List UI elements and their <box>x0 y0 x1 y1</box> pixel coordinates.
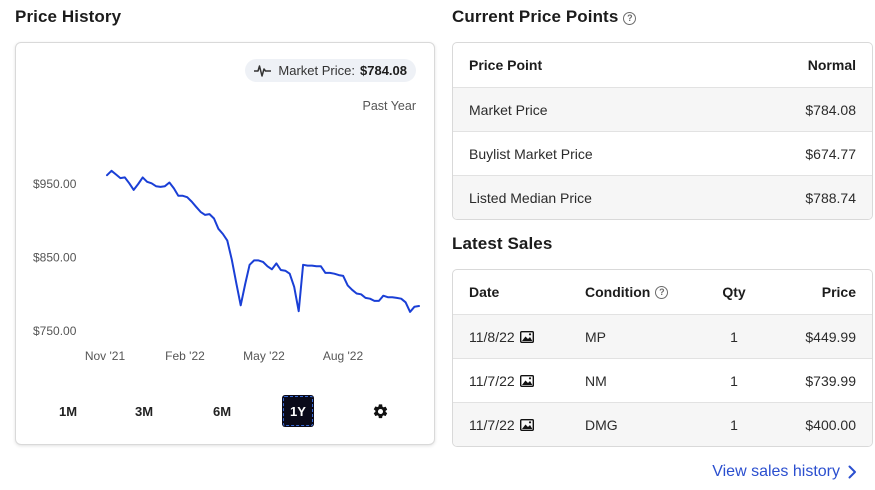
sale-price: $449.99 <box>805 328 856 345</box>
market-price-label: Market Price: <box>278 63 355 78</box>
header-normal: Normal <box>807 57 856 73</box>
price-point-value: $788.74 <box>805 189 856 206</box>
range-1y-button[interactable]: 1Y <box>282 395 314 427</box>
x-tick-label: Feb '22 <box>165 349 205 363</box>
sale-date-cell: 11/8/22 <box>469 329 585 345</box>
x-tick-label: May '22 <box>243 349 285 363</box>
help-icon[interactable]: ? <box>655 285 669 299</box>
price-point-value: $674.77 <box>805 145 856 162</box>
header-price-point: Price Point <box>469 57 543 73</box>
x-tick-label: Aug '22 <box>323 349 364 363</box>
market-price-value: $784.08 <box>360 63 407 78</box>
price-points-table: Price Point Normal Market Price $784.08 … <box>452 42 873 220</box>
table-header-row: Date Condition? Qty Price <box>453 270 872 314</box>
table-row: Buylist Market Price $674.77 <box>453 131 872 175</box>
table-row: 11/8/22 MP 1 $449.99 <box>453 314 872 358</box>
chart-settings-button[interactable] <box>364 395 396 427</box>
range-1m-button[interactable]: 1M <box>58 403 78 419</box>
sale-date: 11/7/22 <box>469 372 515 389</box>
header-date: Date <box>469 284 500 300</box>
y-tick-label: $750.00 <box>33 324 77 338</box>
view-sales-history-link[interactable]: View sales history <box>712 463 857 481</box>
latest-sales-table: Date Condition? Qty Price 11/8/22 MP 1 $… <box>452 269 873 447</box>
sale-condition: MP <box>585 328 606 345</box>
table-header-row: Price Point Normal <box>453 43 872 87</box>
price-point-value: $784.08 <box>805 101 856 118</box>
pulse-icon <box>254 64 272 77</box>
price-history-title: Price History <box>15 7 122 26</box>
range-6m-button[interactable]: 6M <box>212 403 232 419</box>
sale-condition: NM <box>585 372 607 389</box>
table-row: Market Price $784.08 <box>453 87 872 131</box>
y-tick-label: $850.00 <box>33 251 77 265</box>
sale-price: $739.99 <box>805 372 856 389</box>
price-chart-card: Market Price: $784.08 Past Year $950.00 $… <box>15 42 435 445</box>
gear-icon <box>373 403 387 418</box>
current-price-points-label: Current Price Points <box>452 7 619 26</box>
view-sales-history-label: View sales history <box>712 463 840 480</box>
table-row: 11/7/22 DMG 1 $400.00 <box>453 402 872 446</box>
sale-date-cell: 11/7/22 <box>469 417 585 433</box>
price-line-chart: $950.00 $850.00 $750.00 Nov '21 Feb '22 May '… <box>33 169 420 363</box>
range-selector: 1M 3M 6M 1Y <box>16 395 434 429</box>
header-condition: Condition? <box>585 284 709 300</box>
sale-date: 11/8/22 <box>469 328 515 345</box>
header-condition-label: Condition <box>585 284 651 300</box>
sale-qty: 1 <box>730 372 738 389</box>
y-tick-label: $950.00 <box>33 177 77 191</box>
x-tick-label: Nov '21 <box>85 349 126 363</box>
sale-condition: DMG <box>585 416 618 433</box>
sale-qty: 1 <box>730 328 738 345</box>
table-row: Listed Median Price $788.74 <box>453 175 872 219</box>
price-point-name: Buylist Market Price <box>469 145 593 162</box>
sale-date: 11/7/22 <box>469 416 515 433</box>
table-row: 11/7/22 NM 1 $739.99 <box>453 358 872 402</box>
latest-sales-title: Latest Sales <box>452 234 553 253</box>
image-icon[interactable] <box>519 374 534 387</box>
chevron-right-icon <box>848 465 856 479</box>
header-qty: Qty <box>722 284 746 300</box>
price-point-name: Market Price <box>469 101 548 118</box>
market-price-series-line <box>106 169 420 313</box>
sale-date-cell: 11/7/22 <box>469 373 585 389</box>
market-price-pill: Market Price: $784.08 <box>245 59 416 82</box>
period-label: Past Year <box>362 99 416 113</box>
sale-price: $400.00 <box>805 416 856 433</box>
range-3m-button[interactable]: 3M <box>134 403 154 419</box>
current-price-points-title: Current Price Points? <box>452 7 637 27</box>
price-point-name: Listed Median Price <box>469 189 592 206</box>
header-price: Price <box>821 284 856 300</box>
help-icon[interactable]: ? <box>623 12 637 25</box>
image-icon[interactable] <box>519 330 534 343</box>
image-icon[interactable] <box>519 418 534 431</box>
sale-qty: 1 <box>730 416 738 433</box>
